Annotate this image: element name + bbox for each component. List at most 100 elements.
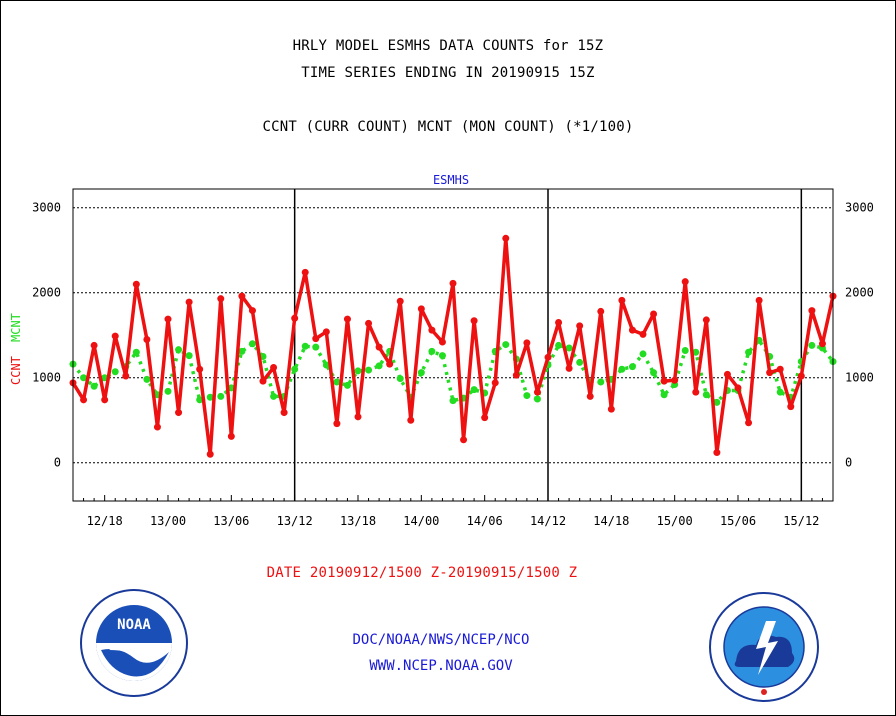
- y-tick-label-right: 0: [845, 456, 852, 470]
- data-point-mcnt: [449, 397, 457, 405]
- data-point-ccnt: [101, 396, 109, 404]
- website-link[interactable]: WWW.NCEP.NOAA.GOV: [369, 658, 513, 674]
- data-point-mcnt: [111, 368, 119, 376]
- data-point-ccnt: [470, 317, 478, 325]
- data-point-ccnt: [502, 234, 510, 242]
- x-tick-label: 14/00: [403, 514, 439, 528]
- data-point-mcnt: [206, 393, 214, 401]
- data-point-ccnt: [270, 364, 278, 372]
- data-point-ccnt: [449, 279, 457, 287]
- data-point-ccnt: [227, 432, 235, 440]
- data-point-ccnt: [417, 305, 425, 313]
- data-point-ccnt: [365, 319, 373, 327]
- data-point-ccnt: [175, 409, 183, 417]
- data-point-mcnt: [164, 387, 172, 395]
- data-point-ccnt: [248, 307, 256, 315]
- data-point-mcnt: [301, 342, 309, 350]
- data-point-mcnt: [217, 392, 225, 400]
- data-point-mcnt: [227, 384, 235, 392]
- data-point-ccnt: [111, 332, 119, 340]
- data-point-ccnt: [291, 314, 299, 322]
- x-tick-label: 12/18: [87, 514, 123, 528]
- data-point-mcnt: [713, 398, 721, 406]
- series-line-mcnt: [71, 338, 835, 405]
- x-tick-label: 14/06: [467, 514, 503, 528]
- data-point-ccnt: [808, 307, 816, 315]
- data-point-ccnt: [692, 388, 700, 396]
- data-point-ccnt: [533, 388, 541, 396]
- series-layer: [69, 234, 837, 458]
- data-point-mcnt: [196, 396, 204, 404]
- data-point-ccnt: [586, 392, 594, 400]
- data-point-ccnt: [766, 369, 774, 377]
- data-point-ccnt: [259, 377, 267, 385]
- noaa-logo-text: NOAA: [117, 617, 151, 633]
- x-tick-label: 15/12: [783, 514, 819, 528]
- plot-title: ESMHS: [433, 173, 469, 187]
- data-point-ccnt: [407, 416, 415, 424]
- data-point-mcnt: [660, 391, 668, 399]
- data-point-mcnt: [428, 347, 436, 355]
- data-point-mcnt: [470, 386, 478, 394]
- data-point-ccnt: [333, 420, 341, 428]
- data-point-ccnt: [576, 322, 584, 330]
- data-point-ccnt: [713, 449, 721, 457]
- data-point-mcnt: [143, 375, 151, 383]
- data-point-mcnt: [597, 378, 605, 386]
- data-point-mcnt: [90, 382, 98, 390]
- data-point-ccnt: [671, 376, 679, 384]
- data-point-mcnt: [681, 347, 689, 355]
- data-point-ccnt: [428, 326, 436, 334]
- data-point-ccnt: [312, 335, 320, 343]
- title-line-2: TIME SERIES ENDING IN 20190915 15Z: [301, 65, 595, 81]
- data-point-mcnt: [502, 341, 510, 349]
- data-point-ccnt: [745, 419, 753, 427]
- data-point-mcnt: [692, 348, 700, 356]
- data-point-ccnt: [650, 310, 658, 318]
- x-tick-label: 14/12: [530, 514, 566, 528]
- y-tick-label-right: 3000: [845, 201, 874, 215]
- data-point-ccnt: [797, 372, 805, 380]
- y-tick-label-left: 3000: [32, 201, 61, 215]
- data-point-mcnt: [702, 391, 710, 399]
- data-point-mcnt: [270, 392, 278, 400]
- data-point-ccnt: [787, 403, 795, 411]
- data-point-mcnt: [555, 341, 563, 349]
- series-line-ccnt: [71, 236, 835, 456]
- data-point-ccnt: [153, 423, 161, 431]
- data-point-ccnt: [185, 298, 193, 306]
- data-point-ccnt: [660, 377, 668, 385]
- data-point-ccnt: [818, 340, 826, 348]
- data-point-ccnt: [280, 409, 288, 417]
- date-range: DATE 20190912/1500 Z-20190915/1500 Z: [266, 565, 578, 581]
- data-point-ccnt: [723, 370, 731, 378]
- data-point-ccnt: [755, 296, 763, 304]
- data-point-mcnt: [343, 381, 351, 389]
- data-point-ccnt: [523, 339, 531, 347]
- y-tick-label-right: 1000: [845, 371, 874, 385]
- data-point-ccnt: [122, 372, 130, 380]
- noaa-logo: NOAA: [80, 589, 188, 697]
- data-point-ccnt: [343, 315, 351, 323]
- data-point-ccnt: [80, 396, 88, 404]
- x-tick-label: 13/00: [150, 514, 186, 528]
- data-point-mcnt: [639, 350, 647, 358]
- data-point-ccnt: [597, 307, 605, 315]
- data-point-ccnt: [628, 326, 636, 334]
- data-point-mcnt: [628, 363, 636, 371]
- data-point-mcnt: [396, 375, 404, 383]
- data-point-mcnt: [312, 343, 320, 351]
- data-point-ccnt: [702, 316, 710, 324]
- data-point-ccnt: [491, 379, 499, 387]
- data-point-ccnt: [164, 315, 172, 323]
- data-point-ccnt: [206, 450, 214, 458]
- data-point-mcnt: [185, 352, 193, 360]
- y-tick-label-left: 0: [54, 456, 61, 470]
- data-point-ccnt: [386, 360, 394, 368]
- data-point-mcnt: [523, 392, 531, 400]
- data-point-ccnt: [90, 341, 98, 349]
- data-point-ccnt: [217, 295, 225, 303]
- data-point-ccnt: [681, 278, 689, 286]
- data-point-mcnt: [365, 366, 373, 374]
